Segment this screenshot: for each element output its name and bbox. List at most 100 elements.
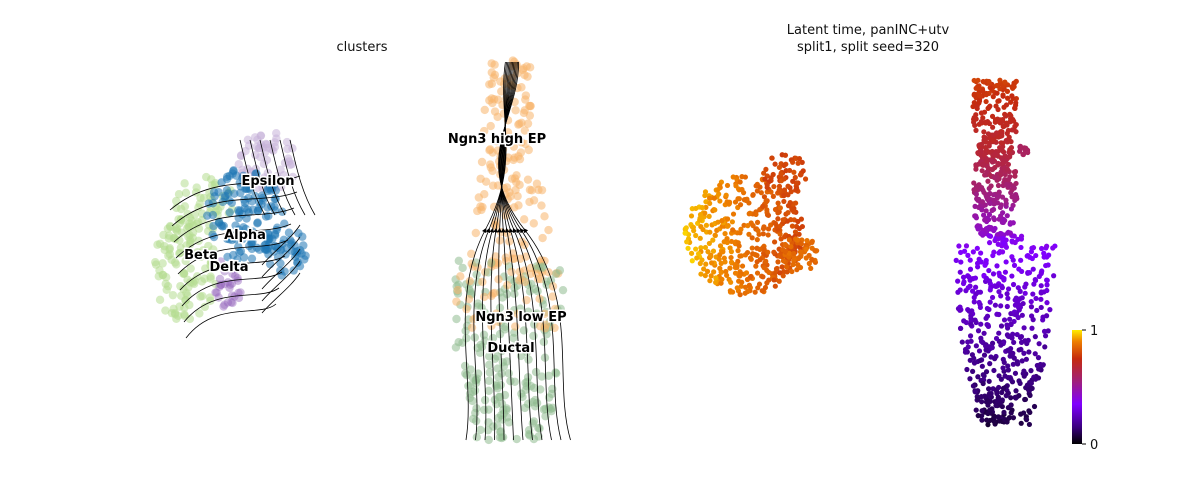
ductal-point xyxy=(555,266,565,275)
latent-time-point xyxy=(1019,358,1025,364)
latent-time-point xyxy=(744,249,751,256)
latent-time-point xyxy=(998,293,1004,299)
latent-time-point xyxy=(1023,356,1029,362)
latent-time-point xyxy=(760,231,766,237)
latent-time-point xyxy=(1009,273,1015,279)
ngn3-high-ep-point xyxy=(474,193,484,202)
latent-time-point xyxy=(992,119,998,125)
latent-time-point xyxy=(1034,307,1040,314)
latent-time-point xyxy=(998,342,1004,348)
streamline xyxy=(239,139,266,216)
latent-time-point xyxy=(689,258,695,264)
ductal-point xyxy=(484,435,493,445)
latent-time-point xyxy=(682,230,688,236)
alpha-point xyxy=(209,188,219,197)
latent-time-point xyxy=(993,402,999,409)
latent-time-point xyxy=(958,325,964,332)
latent-time-point xyxy=(1016,266,1022,272)
latent-time-point xyxy=(978,338,985,344)
latent-time-point xyxy=(1023,281,1029,287)
ngn3-high-ep-point xyxy=(497,87,506,96)
latent-time-point xyxy=(985,178,991,184)
latent-time-point xyxy=(770,193,776,200)
ductal-point xyxy=(471,375,480,385)
ngn3-high-ep-point xyxy=(507,174,517,183)
latent-time-point xyxy=(1021,325,1027,331)
ductal-point xyxy=(510,289,519,299)
latent-time-point xyxy=(791,250,797,257)
latent-time-point xyxy=(791,169,797,175)
latent-time-point xyxy=(1008,321,1014,327)
colorbar-gradient xyxy=(1072,330,1082,444)
latent-time-point xyxy=(724,182,731,189)
latent-time-point xyxy=(992,151,999,157)
latent-time-point xyxy=(697,212,704,218)
latent-time-point xyxy=(708,273,714,279)
cluster-label-ngn3-high-ep: Ngn3 high EP xyxy=(448,132,546,147)
latent-time-point xyxy=(978,118,984,125)
latent-time-point xyxy=(763,258,769,264)
ngn3-low-ep-point xyxy=(513,309,522,319)
latent-time-point xyxy=(1001,359,1007,366)
latent-time-point xyxy=(974,103,980,109)
latent-time-point xyxy=(1019,312,1025,318)
latent-time-point xyxy=(1016,148,1023,154)
ngn3-high-ep-point xyxy=(544,225,553,235)
latent-time-point xyxy=(1003,197,1009,203)
latent-time-point xyxy=(961,248,968,254)
latent-time-point xyxy=(728,259,735,265)
latent-time-point xyxy=(1007,220,1014,226)
beta-point xyxy=(168,290,178,300)
colorbar-label-max: 1 xyxy=(1090,324,1098,339)
latent-time-point xyxy=(983,98,989,105)
latent-time-point xyxy=(699,205,705,211)
ductal-point xyxy=(474,302,483,311)
latent-time-point xyxy=(724,223,731,229)
latent-time-point xyxy=(991,419,998,425)
latent-time-point xyxy=(734,285,740,291)
latent-time-point xyxy=(1021,368,1027,374)
streamline xyxy=(261,224,301,266)
latent-time-point xyxy=(994,83,1000,89)
latent-time-point xyxy=(721,255,727,261)
latent-time-point xyxy=(991,174,998,181)
latent-time-point xyxy=(989,113,996,119)
latent-time-point xyxy=(786,254,792,260)
latent-time-point xyxy=(1051,273,1057,279)
latent-time-point xyxy=(978,321,984,327)
streamline xyxy=(261,272,301,314)
latent-time-point xyxy=(1022,338,1028,344)
latent-time-point xyxy=(995,236,1001,242)
latent-time-point xyxy=(800,168,806,174)
latent-time-point xyxy=(746,282,752,288)
latent-time-point xyxy=(997,204,1004,211)
latent-time-point xyxy=(983,92,989,98)
latent-time-point xyxy=(987,361,993,367)
latent-time-point xyxy=(812,247,818,254)
ngn3-high-ep-point xyxy=(480,126,489,136)
delta-point xyxy=(228,269,237,279)
latent-time-point xyxy=(728,238,735,245)
latent-time-point xyxy=(769,155,775,161)
ductal-point xyxy=(546,404,555,414)
latent-time-point xyxy=(984,194,990,200)
latent-time-point xyxy=(795,262,801,268)
latent-time-point xyxy=(1007,147,1013,153)
latent-time-point xyxy=(987,200,993,207)
ductal-point xyxy=(510,342,519,351)
delta-point xyxy=(233,276,243,285)
latent-time-point xyxy=(1019,295,1025,301)
latent-time-point xyxy=(738,283,744,289)
latent-time-point xyxy=(994,398,1000,404)
ngn3-high-ep-point xyxy=(480,105,489,115)
latent-time-point xyxy=(984,305,990,312)
streamline xyxy=(259,139,286,216)
latent-time-point xyxy=(995,106,1001,113)
beta-point xyxy=(186,264,195,273)
ngn3-high-ep-point xyxy=(505,237,514,246)
latent-time-point xyxy=(1009,93,1015,99)
latent-time-point xyxy=(1006,137,1012,143)
latent-time-point xyxy=(978,110,984,116)
latent-time-point xyxy=(1014,331,1020,338)
delta-point xyxy=(228,298,237,308)
